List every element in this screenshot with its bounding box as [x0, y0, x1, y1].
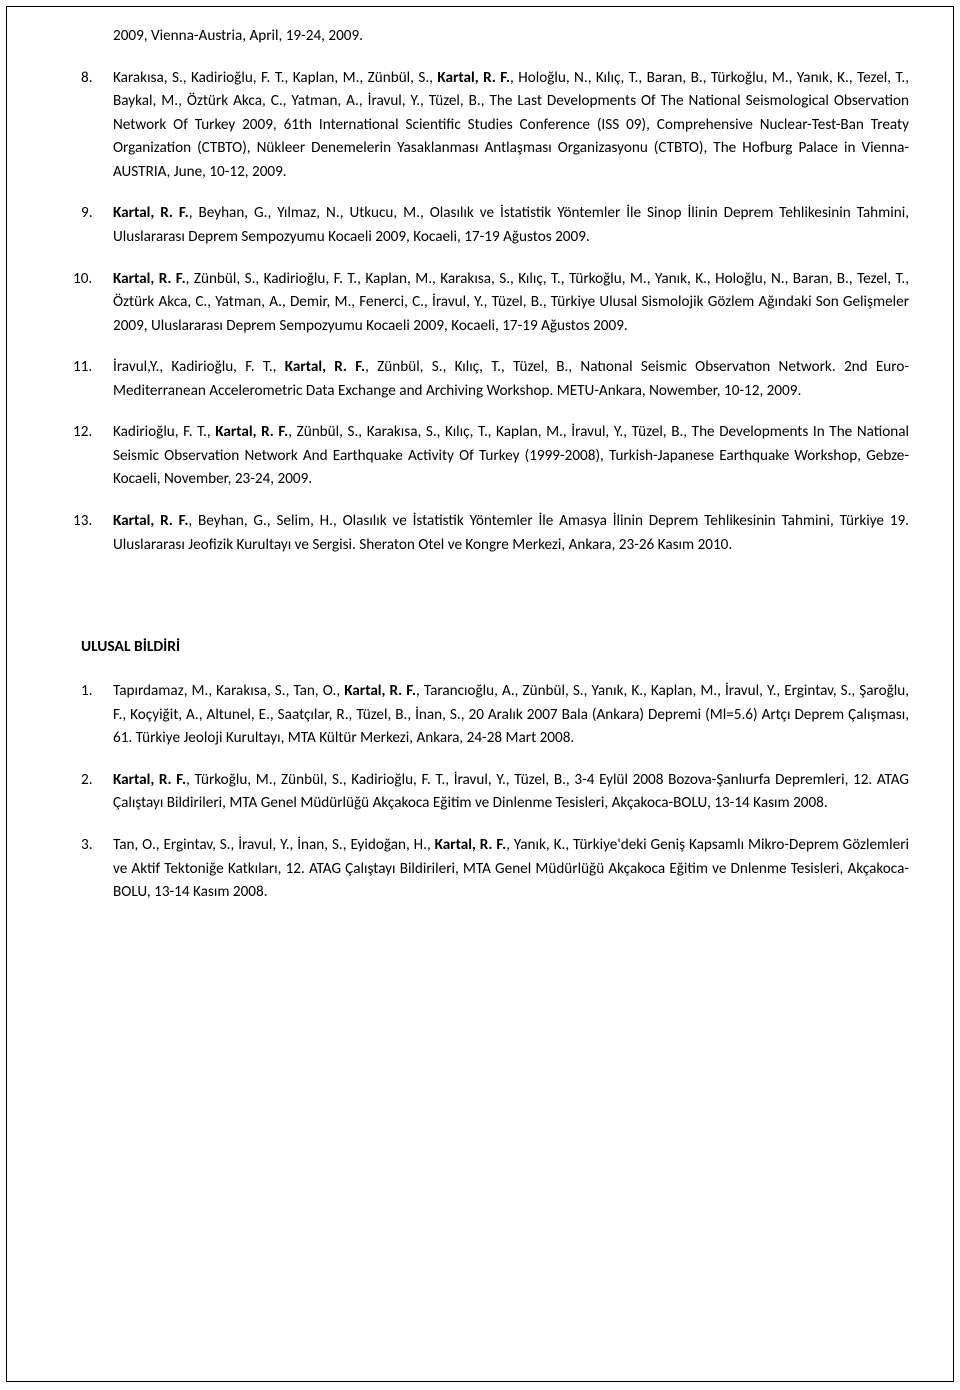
reference-number: 11.	[73, 356, 92, 380]
reference-item: 11. İravul,Y., Kadirioğlu, F. T., Kartal,…	[51, 356, 909, 403]
reference-number: 3.	[81, 834, 93, 858]
reference-number: 10.	[73, 268, 92, 292]
reference-text: Kartal, R. F., Beyhan, G., Selim, H., Ol…	[113, 512, 909, 554]
reference-item: 2. Kartal, R. F., Türkoğlu, M., Zünbül, S…	[51, 769, 909, 816]
reference-text: Kartal, R. F., Zünbül, S., Kadirioğlu, F…	[113, 270, 909, 335]
reference-item: 1. Tapırdamaz, M., Karakısa, S., Tan, O.,…	[51, 680, 909, 751]
section-heading-ulusal: ULUSAL BİLDİRİ	[81, 637, 909, 656]
document-page: 2009, Vienna-Austria, April, 19-24, 2009…	[6, 6, 954, 1382]
reference-text: Tapırdamaz, M., Karakısa, S., Tan, O., K…	[113, 682, 909, 747]
reference-text: Kartal, R. F., Türkoğlu, M., Zünbül, S.,…	[113, 771, 909, 813]
reference-text: Tan, O., Ergintav, S., İravul, Y., İnan,…	[113, 836, 909, 901]
reference-text: Kadirioğlu, F. T., Kartal, R. F., Zünbül…	[113, 423, 909, 488]
reference-item: 3. Tan, O., Ergintav, S., İravul, Y., İna…	[51, 834, 909, 905]
continuation-text: 2009, Vienna-Austria, April, 19-24, 2009…	[113, 25, 909, 49]
author-highlight: Kartal, R. F.	[113, 204, 189, 222]
author-highlight: Kartal, R. F.	[215, 423, 288, 441]
reference-item: 8. Karakısa, S., Kadirioğlu, F. T., Kapla…	[51, 67, 909, 185]
author-highlight: Kartal, R. F.	[113, 270, 186, 288]
reference-number: 12.	[73, 421, 92, 445]
reference-item: 13. Kartal, R. F., Beyhan, G., Selim, H.,…	[51, 510, 909, 557]
author-highlight: Kartal, R. F.	[435, 836, 507, 854]
author-highlight: Kartal, R. F.	[344, 682, 416, 700]
reference-item: 10. Kartal, R. F., Zünbül, S., Kadirioğlu…	[51, 268, 909, 339]
reference-text: Karakısa, S., Kadirioğlu, F. T., Kaplan,…	[113, 69, 909, 181]
reference-number: 9.	[81, 202, 93, 226]
reference-number: 1.	[81, 680, 93, 704]
reference-number: 13.	[73, 510, 92, 534]
author-highlight: Kartal, R. F.	[285, 358, 365, 376]
reference-list-international: 8. Karakısa, S., Kadirioğlu, F. T., Kapla…	[51, 67, 909, 558]
reference-item: 9. Kartal, R. F., Beyhan, G., Yılmaz, N.,…	[51, 202, 909, 249]
reference-text: İravul,Y., Kadirioğlu, F. T., Kartal, R.…	[113, 358, 909, 400]
reference-list-ulusal: 1. Tapırdamaz, M., Karakısa, S., Tan, O.,…	[51, 680, 909, 905]
reference-text: Kartal, R. F., Beyhan, G., Yılmaz, N., U…	[113, 204, 909, 246]
author-highlight: Kartal, R. F.	[113, 771, 186, 789]
reference-number: 2.	[81, 769, 93, 793]
reference-number: 8.	[81, 67, 93, 91]
author-highlight: Kartal, R. F.	[437, 69, 510, 87]
reference-item: 12. Kadirioğlu, F. T., Kartal, R. F., Zün…	[51, 421, 909, 492]
author-highlight: Kartal, R. F.	[113, 512, 188, 530]
